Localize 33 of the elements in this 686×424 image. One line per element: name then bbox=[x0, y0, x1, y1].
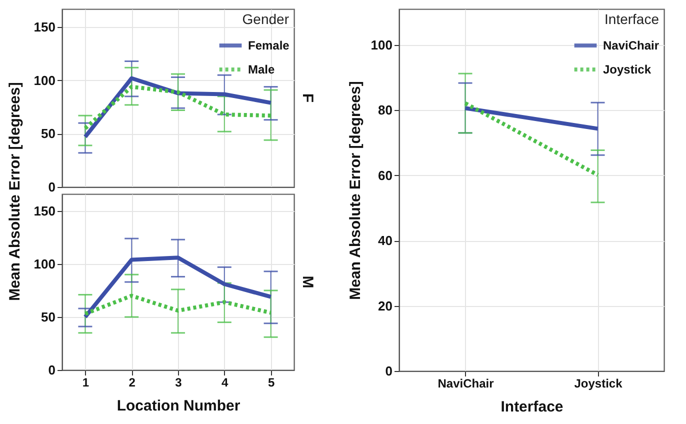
y-axis-title: Mean Absolute Error [degrees] bbox=[346, 81, 364, 300]
y-tick-label: 0 bbox=[48, 180, 56, 194]
x-axis-title: Interface bbox=[500, 398, 564, 416]
y-tick-label: 80 bbox=[378, 102, 392, 118]
legend-label: Male bbox=[248, 62, 276, 76]
text: F bbox=[299, 93, 316, 103]
legend-label: Joystick bbox=[603, 62, 652, 76]
text: M bbox=[299, 276, 316, 288]
legend-label: Female bbox=[248, 38, 290, 52]
legend-title: Gender bbox=[242, 11, 290, 27]
y-tick-label: 40 bbox=[378, 233, 392, 248]
y-tick-label: 100 bbox=[34, 256, 56, 272]
y-tick-label: 50 bbox=[41, 309, 56, 324]
y-tick-label: 150 bbox=[34, 203, 56, 218]
x-axis-title: Location Number bbox=[116, 398, 240, 414]
x-tick-label: Joystick bbox=[574, 376, 623, 390]
x-tick-label: 4 bbox=[222, 376, 229, 390]
x-tick-label: 1 bbox=[82, 376, 90, 390]
y-axis-title: Mean Absolute Error [degrees] bbox=[6, 82, 24, 301]
y-tick-label: 0 bbox=[385, 364, 392, 378]
y-tick-label: 150 bbox=[34, 20, 56, 35]
x-tick-label: 5 bbox=[268, 376, 275, 390]
y-tick-label: 50 bbox=[41, 126, 56, 142]
legend-label: NaviChair bbox=[603, 38, 660, 52]
x-tick-label: NaviChair bbox=[438, 376, 494, 390]
y-tick-label: 100 bbox=[370, 37, 392, 52]
x-tick-label: 3 bbox=[175, 376, 182, 390]
y-tick-label: 0 bbox=[48, 362, 56, 378]
legend-title: Interface bbox=[604, 11, 660, 27]
y-tick-label: 60 bbox=[378, 168, 392, 183]
y-tick-label: 100 bbox=[34, 72, 56, 88]
y-tick-label: 20 bbox=[378, 298, 392, 314]
x-tick-label: 2 bbox=[128, 376, 136, 390]
